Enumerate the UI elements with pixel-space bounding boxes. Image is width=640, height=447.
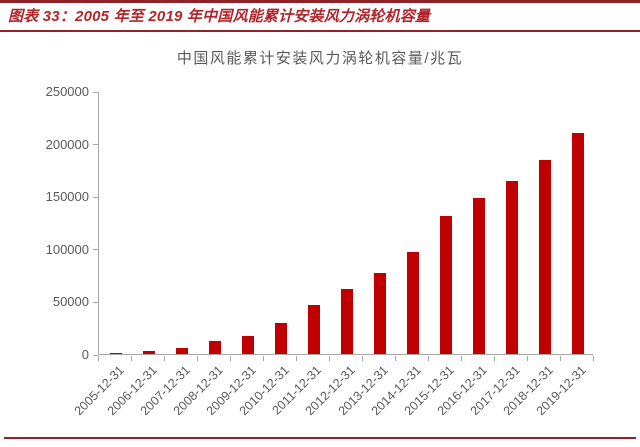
y-axis-label: 0: [81, 347, 89, 362]
bar: [208, 341, 221, 354]
x-axis-tick: [329, 356, 330, 361]
x-axis-tick: [98, 356, 99, 361]
bar: [307, 305, 320, 354]
caption-underline: [0, 30, 640, 32]
y-axis-tick: [93, 196, 98, 198]
top-border-line: [0, 0, 640, 3]
figure-caption: 图表 33：2005 年至 2019 年中国风能累计安装风力涡轮机容量: [8, 8, 431, 25]
y-axis-tick: [93, 91, 98, 93]
y-axis-tick: [93, 354, 98, 356]
y-axis-tick: [93, 249, 98, 251]
bar: [274, 322, 287, 354]
x-axis-tick: [263, 356, 264, 361]
bar: [406, 252, 419, 354]
x-axis-tick: [560, 356, 561, 361]
x-axis-tick: [197, 356, 198, 361]
x-axis-tick: [164, 356, 165, 361]
chart-title: 中国风能累计安装风力涡轮机容量/兆瓦: [176, 50, 464, 67]
bar: [175, 347, 188, 354]
plot-area: [98, 92, 593, 355]
y-axis-label: 150000: [45, 189, 89, 205]
y-axis-tick: [93, 144, 98, 146]
bar: [241, 335, 254, 354]
bar: [472, 197, 485, 354]
bar: [142, 351, 155, 354]
x-axis-tick: [395, 356, 396, 361]
y-axis-tick: [93, 301, 98, 303]
y-axis-label: 100000: [45, 241, 89, 257]
bottom-border-line: [4, 437, 636, 439]
x-axis-tick: [296, 356, 297, 361]
y-axis-label: 250000: [45, 84, 89, 99]
x-axis-tick: [461, 356, 462, 361]
y-axis-label: 200000: [45, 136, 89, 152]
x-axis-tick: [131, 356, 132, 361]
bar: [538, 159, 551, 354]
y-axis-label: 50000: [52, 294, 89, 310]
x-axis-tick: [494, 356, 495, 361]
x-axis-tick: [230, 356, 231, 361]
x-axis-tick: [527, 356, 528, 361]
bar: [373, 273, 386, 354]
bar: [439, 216, 452, 354]
x-axis-tick: [428, 356, 429, 361]
bar: [340, 289, 353, 354]
bar: [571, 132, 584, 354]
bar: [505, 181, 518, 354]
bar: [109, 352, 122, 354]
x-axis-tick: [593, 356, 594, 361]
x-axis-tick: [362, 356, 363, 361]
